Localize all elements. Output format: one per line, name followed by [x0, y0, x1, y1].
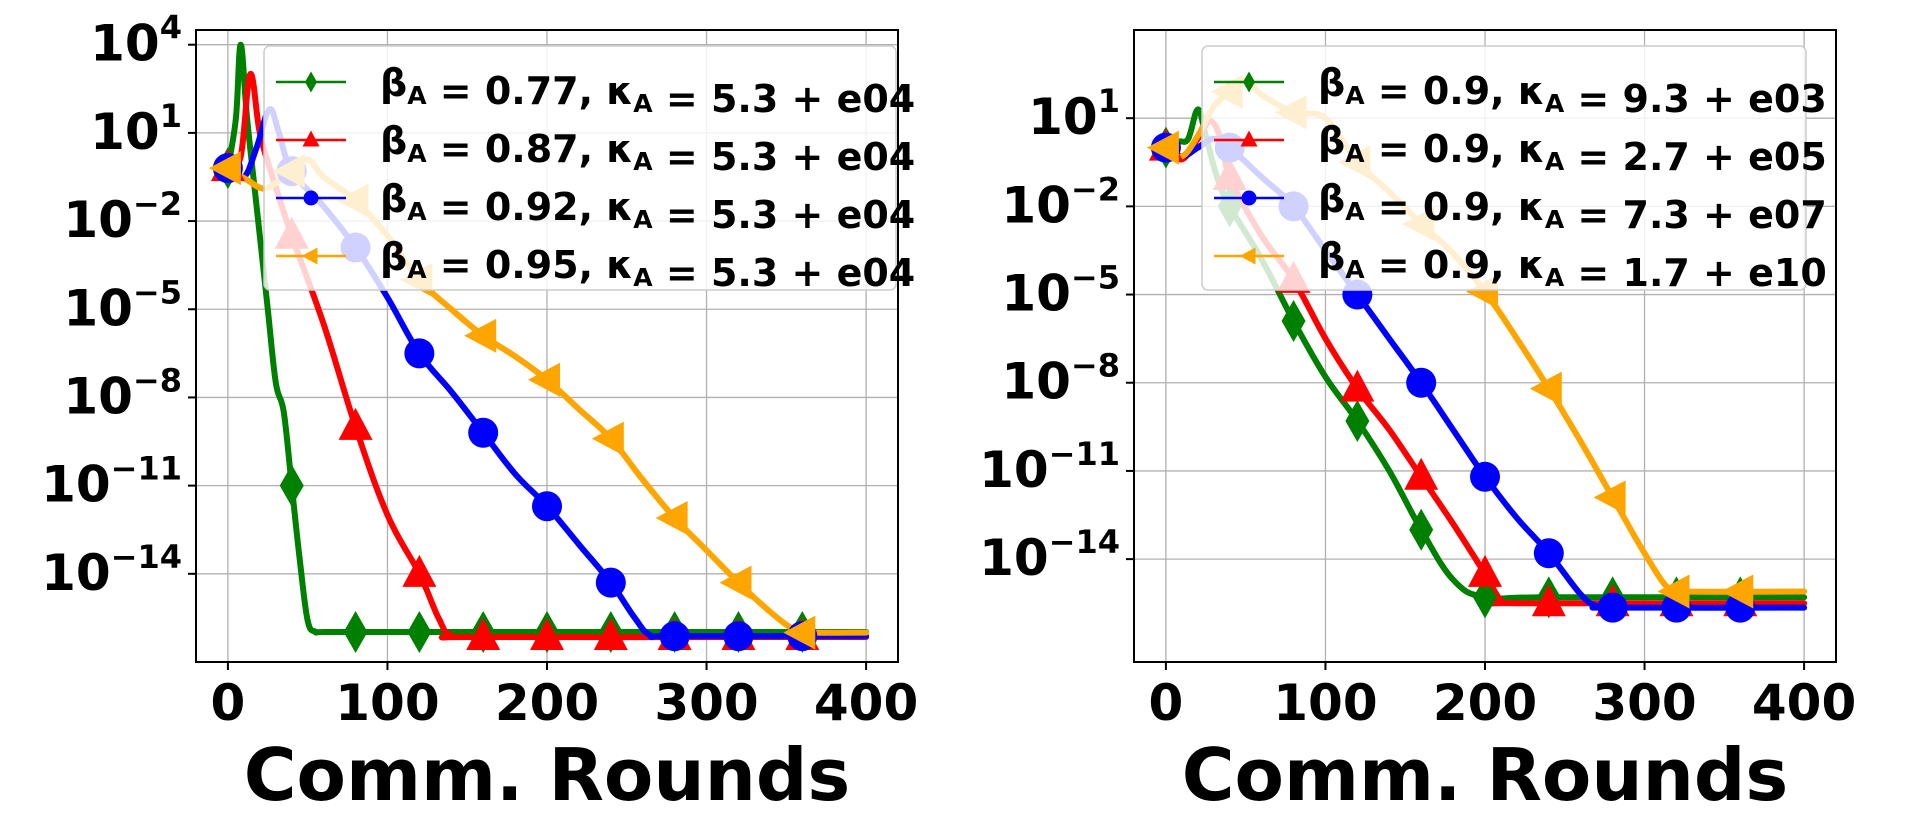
data-point-marker	[407, 611, 432, 654]
data-point-marker	[1406, 367, 1437, 398]
data-point-marker	[530, 618, 564, 651]
left-chart-panel: 0 100 200 300 400 104 101 10−2 10−5 10−8 10−11 10−1…	[41, 9, 918, 817]
data-point-marker	[591, 421, 624, 456]
series-group	[208, 41, 870, 654]
legend-item: βA = 0.87, κA = 5.3 + e04	[276, 119, 915, 179]
legend-marker	[305, 71, 317, 93]
legend-item: βA = 0.92, κA = 5.3 + e04	[276, 177, 915, 237]
data-point-marker	[1281, 300, 1306, 343]
legend-label: βA = 0.9, κA = 7.3 + e07	[1318, 177, 1827, 237]
y-tick-label: 10−5	[1001, 259, 1120, 323]
data-point-marker	[343, 611, 368, 654]
x-tick-label: 400	[814, 674, 918, 732]
legend-label: βA = 0.95, κA = 5.3 + e04	[380, 235, 915, 295]
legend-item: βA = 0.95, κA = 5.3 + e04	[276, 235, 915, 295]
data-point-marker	[466, 618, 501, 651]
data-point-marker	[1409, 508, 1434, 551]
data-point-marker	[719, 565, 752, 600]
x-tick-label: 200	[495, 674, 599, 732]
y-tick-label: 10−2	[1001, 170, 1120, 234]
legend-box	[263, 45, 897, 291]
data-point-marker	[593, 618, 628, 651]
data-point-marker	[595, 567, 626, 598]
x-tick-label: 100	[1273, 674, 1377, 732]
legend-box	[1201, 45, 1807, 291]
legend-item: βA = 0.9, κA = 1.7 + e10	[1214, 235, 1827, 295]
data-point-marker	[1404, 457, 1439, 490]
legend-marker	[301, 247, 318, 265]
data-point-marker	[208, 151, 241, 186]
legend-label: βA = 0.9, κA = 1.7 + e10	[1318, 235, 1827, 295]
data-point-marker	[1597, 592, 1628, 623]
data-point-marker	[1473, 576, 1497, 619]
data-point-marker	[1657, 574, 1690, 609]
data-point-marker	[783, 615, 816, 650]
data-point-marker	[279, 464, 304, 507]
legend-label: βA = 0.9, κA = 9.3 + e03	[1318, 61, 1827, 121]
legend-label: βA = 0.77, κA = 5.3 + e04	[380, 61, 915, 121]
x-tick-label: 400	[1752, 674, 1856, 732]
x-axis-label: Comm. Rounds	[1182, 733, 1789, 817]
legend-item: βA = 0.9, κA = 2.7 + e05	[1214, 119, 1827, 179]
data-point-marker	[1593, 480, 1626, 515]
series-line	[224, 41, 870, 636]
legend-marker	[302, 130, 320, 147]
data-point-marker	[655, 500, 688, 535]
data-point-marker	[404, 338, 435, 369]
data-point-marker	[532, 491, 562, 522]
y-tick-label: 10−5	[63, 273, 182, 337]
data-point-marker	[1470, 461, 1500, 492]
legend-label: βA = 0.92, κA = 5.3 + e04	[380, 177, 915, 237]
x-tick-label: 100	[335, 674, 439, 732]
x-tick-label: 0	[1149, 674, 1184, 732]
legend-item: βA = 0.77, κA = 5.3 + e04	[276, 61, 915, 121]
x-tick-label: 300	[654, 674, 758, 732]
x-tick-label: 200	[1433, 674, 1537, 732]
data-point-marker	[723, 621, 754, 652]
data-point-marker	[338, 407, 373, 440]
data-point-marker	[402, 554, 437, 587]
data-point-marker	[659, 621, 690, 652]
data-point-marker	[464, 318, 497, 353]
legend-label: βA = 0.87, κA = 5.3 + e04	[380, 119, 915, 179]
y-tick-label: 104	[90, 9, 182, 73]
y-tick-label: 10−14	[41, 538, 182, 602]
y-tick-label: 10−8	[1001, 347, 1120, 411]
y-tick-label: 101	[1028, 82, 1120, 146]
data-point-marker	[1529, 371, 1562, 406]
x-axis-label: Comm. Rounds	[244, 733, 851, 817]
data-point-marker	[468, 417, 499, 448]
legend-marker	[1240, 130, 1258, 147]
data-point-marker	[1146, 130, 1179, 165]
data-point-marker	[1340, 369, 1375, 402]
legend-item: βA = 0.9, κA = 7.3 + e07	[1214, 177, 1827, 237]
y-tick-label: 10−14	[979, 523, 1120, 587]
legend-marker	[1239, 247, 1256, 265]
legend-marker	[1243, 71, 1255, 93]
data-point-marker	[1531, 584, 1566, 617]
data-point-marker	[1345, 399, 1370, 442]
legend-item: βA = 0.9, κA = 9.3 + e03	[1214, 61, 1827, 121]
data-point-marker	[1468, 554, 1502, 587]
legend-marker	[303, 190, 319, 206]
x-tick-label: 300	[1592, 674, 1696, 732]
legend-marker	[1241, 190, 1257, 206]
y-tick-label: 10−11	[979, 435, 1120, 499]
y-tick-label: 10−8	[63, 361, 182, 425]
legend-label: βA = 0.9, κA = 2.7 + e05	[1318, 119, 1827, 179]
data-point-marker	[528, 362, 560, 397]
right-chart-panel: 0 100 200 300 400 101 10−2 10−5 10−8 10−11 10−14 Co…	[979, 29, 1856, 817]
x-tick-label: 0	[211, 674, 246, 732]
data-point-marker	[1721, 574, 1754, 609]
y-tick-label: 10−11	[41, 450, 182, 514]
data-point-marker	[1533, 538, 1564, 569]
y-tick-label: 10−2	[63, 185, 182, 249]
y-tick-label: 101	[90, 97, 182, 161]
